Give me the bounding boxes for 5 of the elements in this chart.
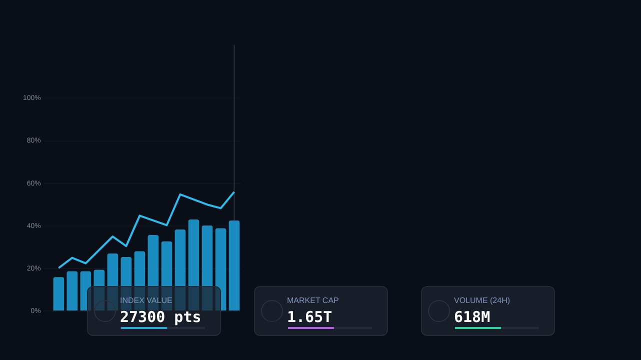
stat-card: INDEX VALUE 27300 pts [87,286,221,336]
stat-card: MARKET CAP 1.65T [254,286,388,336]
annotation: 27300 pts [120,308,202,326]
annotation: INDEX VALUE [120,296,172,305]
stat-card: VOLUME (24H) 618M [421,286,555,336]
